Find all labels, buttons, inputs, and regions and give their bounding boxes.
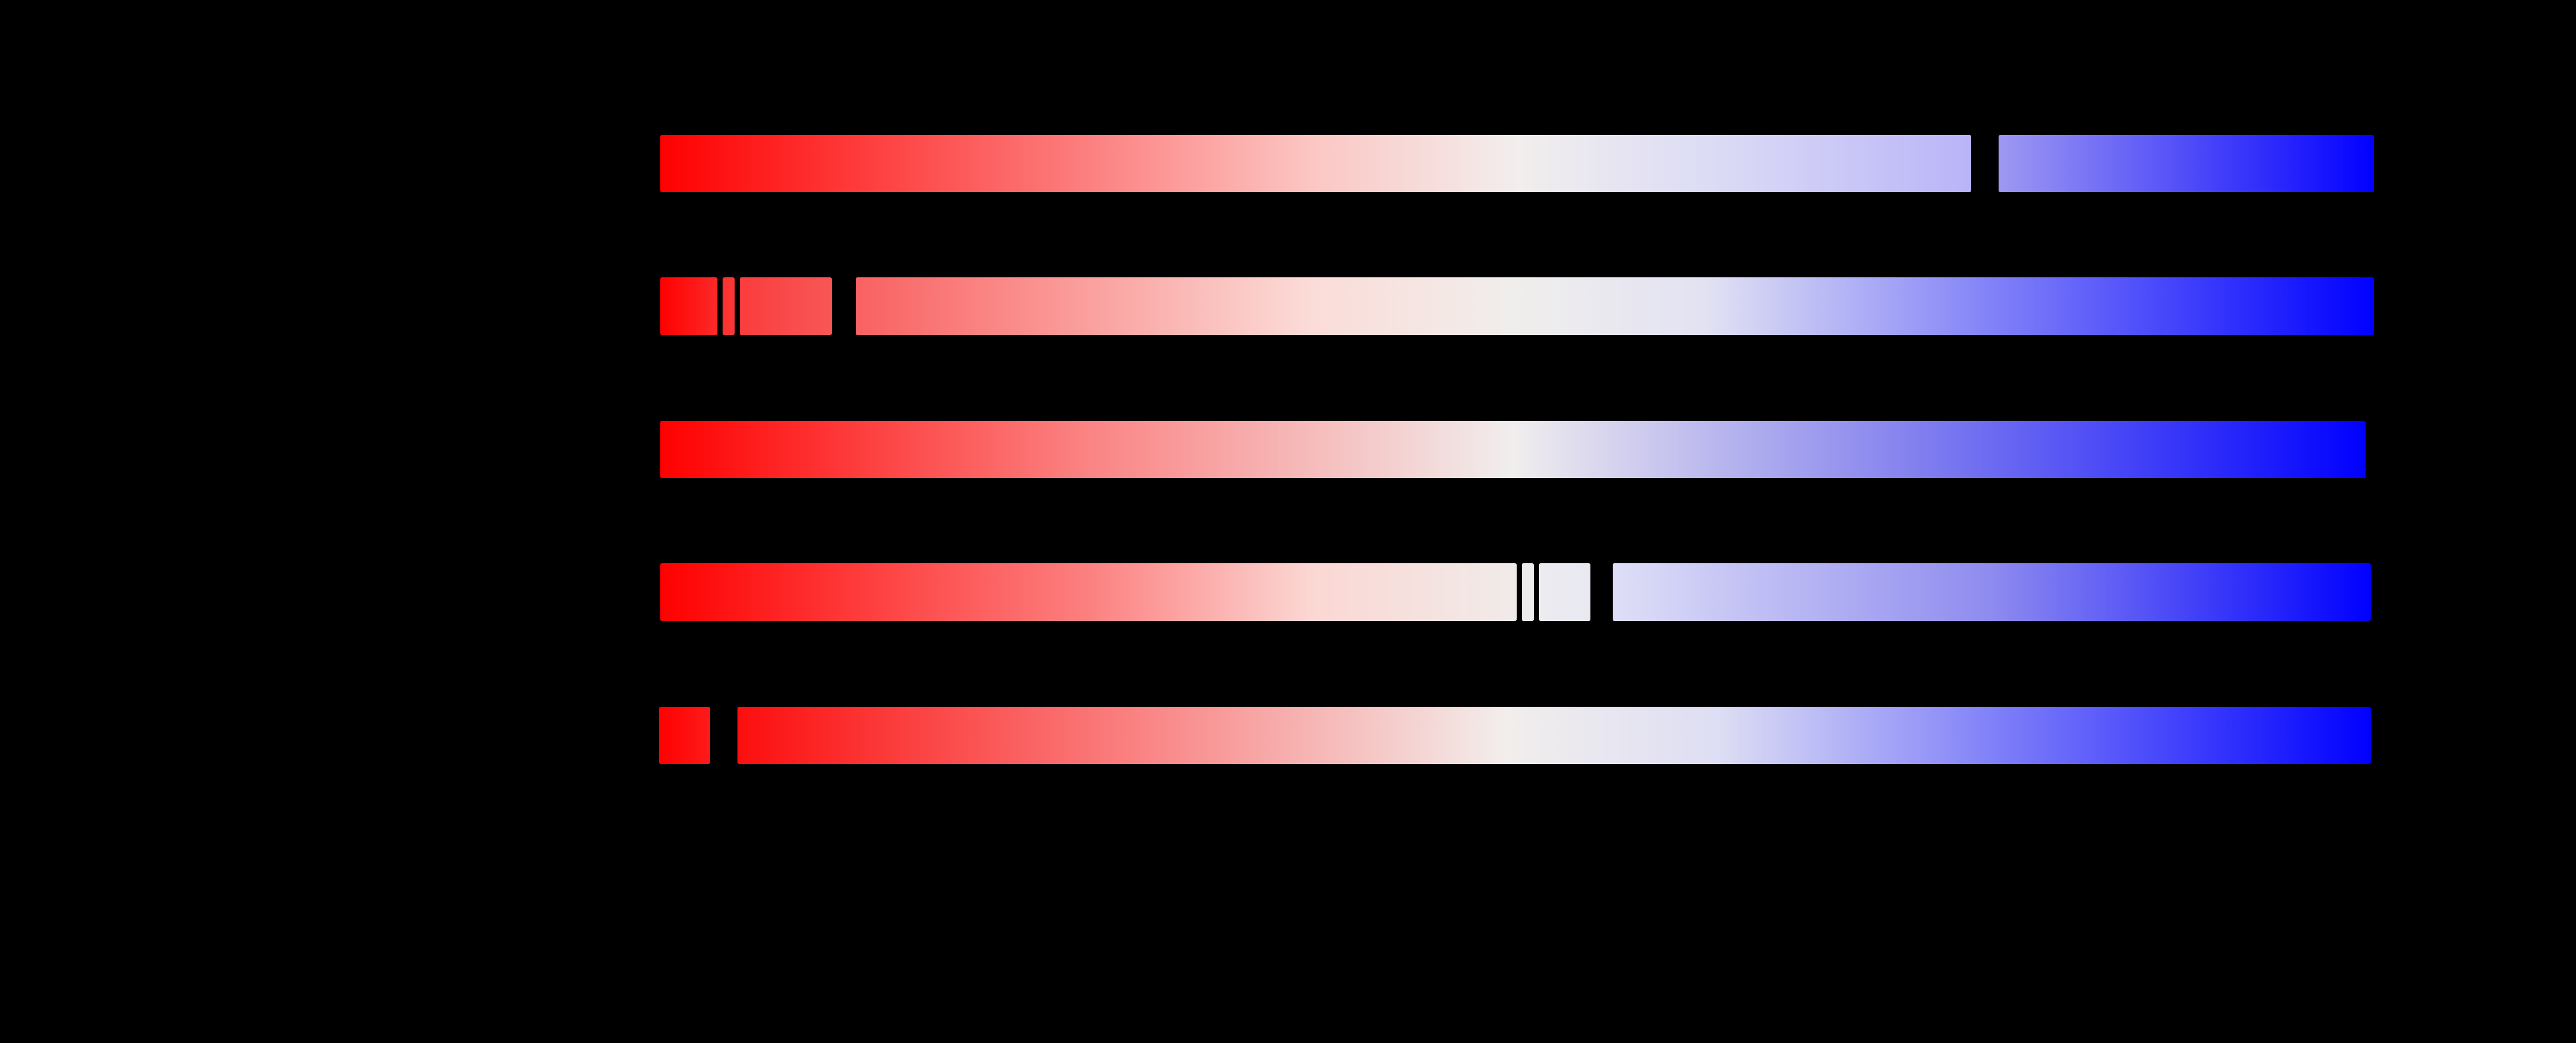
bar-4-segment-2 — [1522, 563, 1534, 621]
gradient-bar-5 — [0, 706, 2576, 764]
bar-5-segment-1 — [659, 706, 710, 764]
bar-4-segment-4 — [1613, 563, 2371, 621]
bar-3-segment-1 — [660, 420, 2366, 478]
bar-2-segment-2 — [723, 277, 735, 335]
bar-1-segment-1 — [660, 134, 1971, 192]
bar-2-segment-3 — [740, 277, 832, 335]
gradient-bar-1 — [0, 134, 2576, 192]
gradient-bar-4 — [0, 563, 2576, 621]
bar-5-segment-2 — [737, 706, 2371, 764]
bar-2-segment-4 — [856, 277, 2374, 335]
bar-2-segment-1 — [660, 277, 717, 335]
bar-1-segment-2 — [1999, 134, 2374, 192]
gradient-bar-3 — [0, 420, 2576, 478]
bar-4-segment-3 — [1539, 563, 1590, 621]
bar-4-segment-1 — [660, 563, 1517, 621]
gradient-bar-2 — [0, 277, 2576, 335]
